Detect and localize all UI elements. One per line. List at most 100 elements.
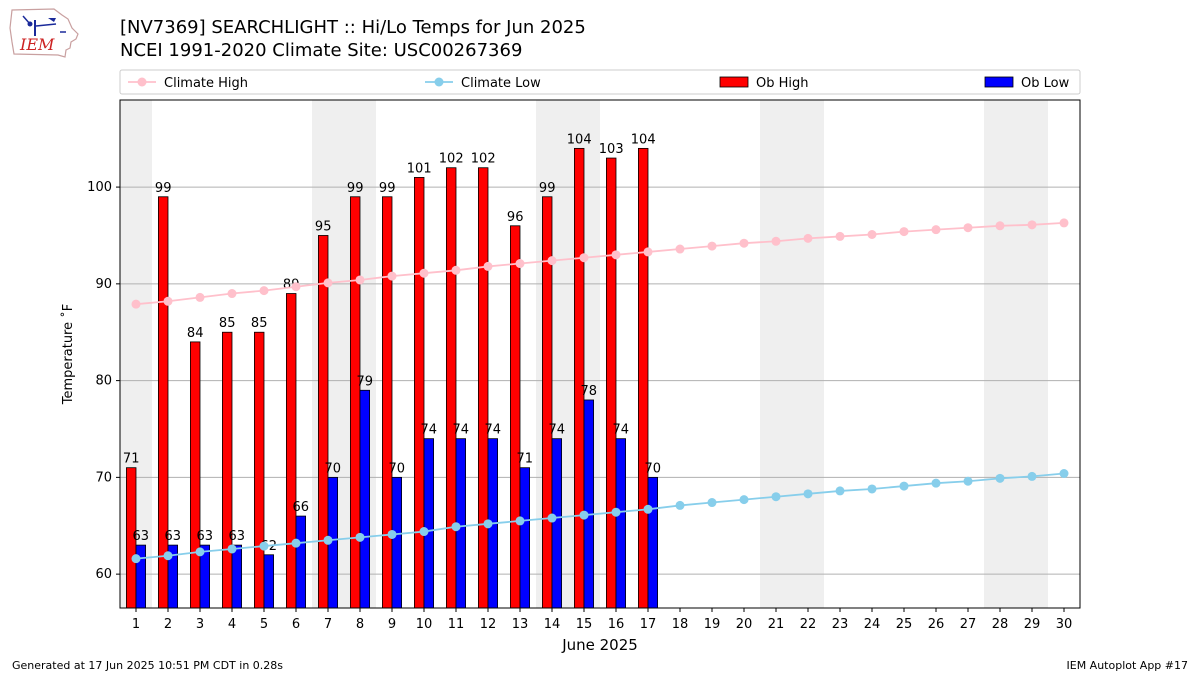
- y-tick-label-100: 100: [87, 180, 112, 195]
- climate-high-point-22: [803, 233, 813, 243]
- ob-high-label-10: 101: [407, 161, 432, 176]
- climate-high-point-6: [291, 282, 301, 292]
- climate-high-point-19: [707, 241, 717, 251]
- climate-low-point-3: [195, 547, 205, 557]
- climate-high-point-11: [451, 265, 461, 275]
- x-tick-label-1: 1: [132, 617, 140, 632]
- ob-high-bar-7: [317, 235, 329, 609]
- climate-low-point-7: [323, 535, 333, 545]
- climate-high-point-16: [611, 250, 621, 260]
- climate-high-point-18: [675, 244, 685, 254]
- autoplot-app-label: IEM Autoplot App #17: [1066, 659, 1189, 672]
- ob-low-label-6: 66: [293, 500, 310, 515]
- ob-low-label-16: 74: [613, 423, 630, 438]
- x-tick-label-10: 10: [416, 617, 433, 632]
- climate-high-point-7: [323, 278, 333, 288]
- ob-low-bar-8: [359, 389, 371, 609]
- climate-high-point-3: [195, 292, 205, 302]
- x-tick-label-19: 19: [704, 617, 721, 632]
- x-tick-label-18: 18: [672, 617, 689, 632]
- climate-low-point-25: [899, 481, 909, 491]
- iem-logo: IEM: [9, 8, 79, 58]
- climate-high-point-17: [643, 247, 653, 257]
- chart-subtitle: NCEI 1991-2020 Climate Site: USC00267369: [120, 40, 523, 61]
- ob-low-label-7: 70: [325, 461, 342, 476]
- ob-high-label-7: 95: [315, 219, 332, 234]
- x-tick-label-5: 5: [260, 617, 268, 632]
- climate-high-point-13: [515, 259, 525, 269]
- climate-low-point-9: [387, 529, 397, 539]
- climate-low-point-4: [227, 544, 237, 554]
- x-tick-label-7: 7: [324, 617, 332, 632]
- ob-low-bar-15: [583, 399, 595, 609]
- climate-high-point-4: [227, 289, 237, 299]
- weekend-shade-3: [760, 100, 824, 608]
- y-tick-label-70: 70: [95, 470, 112, 485]
- climate-low-point-12: [483, 519, 493, 529]
- x-tick-label-17: 17: [640, 617, 657, 632]
- climate-high-point-8: [355, 275, 365, 285]
- ob-low-label-15: 78: [581, 384, 598, 399]
- legend-label-1: Climate Low: [461, 76, 541, 91]
- x-tick-label-25: 25: [896, 617, 913, 632]
- ob-low-bar-13: [519, 467, 531, 609]
- ob-high-label-12: 102: [471, 152, 496, 167]
- logo-text: IEM: [19, 35, 55, 54]
- x-tick-label-22: 22: [800, 617, 817, 632]
- climate-low-point-26: [931, 478, 941, 488]
- climate-low-point-8: [355, 532, 365, 542]
- climate-low-point-28: [995, 473, 1005, 483]
- ob-low-label-10: 74: [421, 423, 438, 438]
- climate-low-point-29: [1027, 471, 1037, 481]
- x-tick-label-14: 14: [544, 617, 561, 632]
- ob-low-bar-5: [263, 554, 275, 609]
- climate-low-point-20: [739, 495, 749, 505]
- climate-high-point-28: [995, 221, 1005, 231]
- x-tick-label-9: 9: [388, 617, 396, 632]
- ob-high-label-2: 99: [155, 181, 172, 196]
- x-tick-label-11: 11: [448, 617, 465, 632]
- climate-low-point-5: [259, 541, 269, 551]
- legend-label-0: Climate High: [164, 76, 248, 91]
- ob-low-label-12: 74: [485, 423, 502, 438]
- x-tick-label-8: 8: [356, 617, 364, 632]
- climate-high-point-20: [739, 238, 749, 248]
- legend-label-2: Ob High: [756, 76, 809, 91]
- climate-low-point-13: [515, 516, 525, 526]
- ob-low-label-9: 70: [389, 461, 406, 476]
- y-tick-label-60: 60: [95, 567, 112, 582]
- ob-high-bar-16: [606, 157, 617, 609]
- ob-high-bar-4: [221, 331, 233, 609]
- ob-high-bar-11: [445, 167, 457, 609]
- ob-low-bar-9: [391, 476, 403, 609]
- ob-high-label-1: 71: [123, 452, 140, 467]
- climate-high-point-10: [419, 268, 429, 278]
- legend-swatch-marker-0: [137, 77, 147, 87]
- legend-swatch-marker-1: [434, 77, 444, 87]
- climate-high-point-21: [771, 236, 781, 246]
- chart-title: [NV7369] SEARCHLIGHT :: Hi/Lo Temps for …: [120, 17, 586, 38]
- ob-high-bar-9: [381, 196, 393, 609]
- ob-high-label-4: 85: [219, 316, 236, 331]
- plot-frame: [119, 99, 1081, 609]
- x-tick-label-20: 20: [736, 617, 753, 632]
- x-tick-label-26: 26: [928, 617, 945, 632]
- climate-low-point-10: [419, 527, 429, 537]
- climate-low-point-1: [131, 554, 141, 564]
- ob-low-label-11: 74: [453, 423, 470, 438]
- ob-high-bar-13: [509, 225, 521, 609]
- y-axis-label: Temperature ˚F: [60, 304, 76, 405]
- x-tick-label-3: 3: [196, 617, 204, 632]
- ob-high-label-15: 104: [567, 132, 592, 147]
- legend-label-3: Ob Low: [1021, 76, 1070, 91]
- ob-high-label-14: 99: [539, 181, 556, 196]
- climate-low-point-14: [547, 513, 557, 523]
- ob-low-label-14: 74: [549, 423, 566, 438]
- x-tick-label-13: 13: [512, 617, 529, 632]
- climate-high-point-2: [163, 296, 173, 306]
- ob-high-bar-8: [349, 196, 361, 609]
- ob-low-label-8: 79: [357, 374, 374, 389]
- ob-low-bar-16: [615, 438, 627, 609]
- ob-high-label-3: 84: [187, 326, 204, 341]
- climate-low-line: [135, 472, 1065, 560]
